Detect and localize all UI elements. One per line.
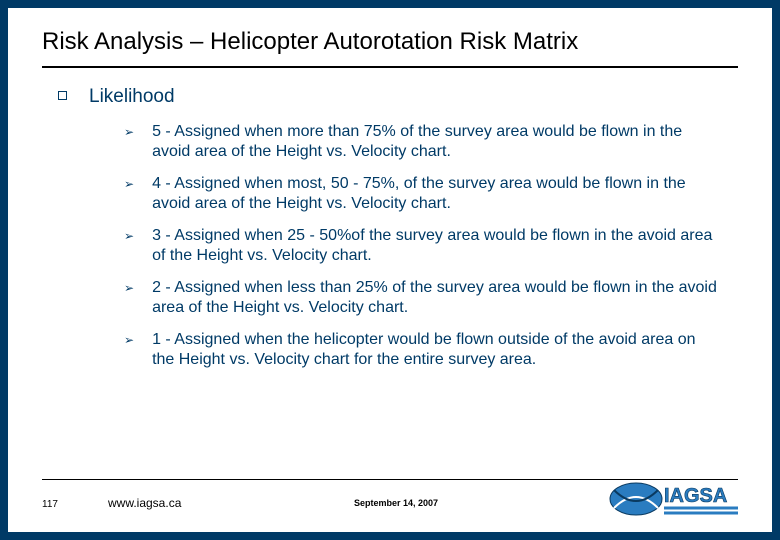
- logo-text: IAGSA: [664, 485, 727, 507]
- footer-url: www.iagsa.ca: [108, 496, 181, 510]
- arrow-bullet-icon: ➢: [124, 125, 134, 139]
- list-item-text: 2 - Assigned when less than 25% of the s…: [152, 278, 722, 317]
- likelihood-list: ➢ 5 - Assigned when more than 75% of the…: [124, 122, 722, 369]
- content-area: Likelihood ➢ 5 - Assigned when more than…: [58, 86, 722, 382]
- slide-title: Risk Analysis – Helicopter Autorotation …: [42, 28, 578, 56]
- page-number: 117: [42, 499, 58, 510]
- list-item-text: 3 - Assigned when 25 - 50%of the survey …: [152, 226, 722, 265]
- list-item-text: 1 - Assigned when the helicopter would b…: [152, 330, 722, 369]
- list-item: ➢ 4 - Assigned when most, 50 - 75%, of t…: [124, 174, 722, 213]
- arrow-bullet-icon: ➢: [124, 229, 134, 243]
- list-item: ➢ 5 - Assigned when more than 75% of the…: [124, 122, 722, 161]
- list-item-text: 5 - Assigned when more than 75% of the s…: [152, 122, 722, 161]
- section-heading-row: Likelihood: [58, 86, 722, 108]
- footer: 117 www.iagsa.ca September 14, 2007 IAGS…: [8, 484, 772, 520]
- arrow-bullet-icon: ➢: [124, 177, 134, 191]
- footer-date: September 14, 2007: [354, 498, 438, 508]
- logo: IAGSA: [608, 478, 738, 520]
- arrow-bullet-icon: ➢: [124, 281, 134, 295]
- divider-top: [42, 66, 738, 68]
- list-item: ➢ 2 - Assigned when less than 25% of the…: [124, 278, 722, 317]
- slide-container: Risk Analysis – Helicopter Autorotation …: [8, 8, 772, 532]
- list-item: ➢ 3 - Assigned when 25 - 50%of the surve…: [124, 226, 722, 265]
- section-label: Likelihood: [89, 86, 175, 108]
- square-bullet-icon: [58, 91, 67, 100]
- arrow-bullet-icon: ➢: [124, 333, 134, 347]
- list-item: ➢ 1 - Assigned when the helicopter would…: [124, 330, 722, 369]
- list-item-text: 4 - Assigned when most, 50 - 75%, of the…: [152, 174, 722, 213]
